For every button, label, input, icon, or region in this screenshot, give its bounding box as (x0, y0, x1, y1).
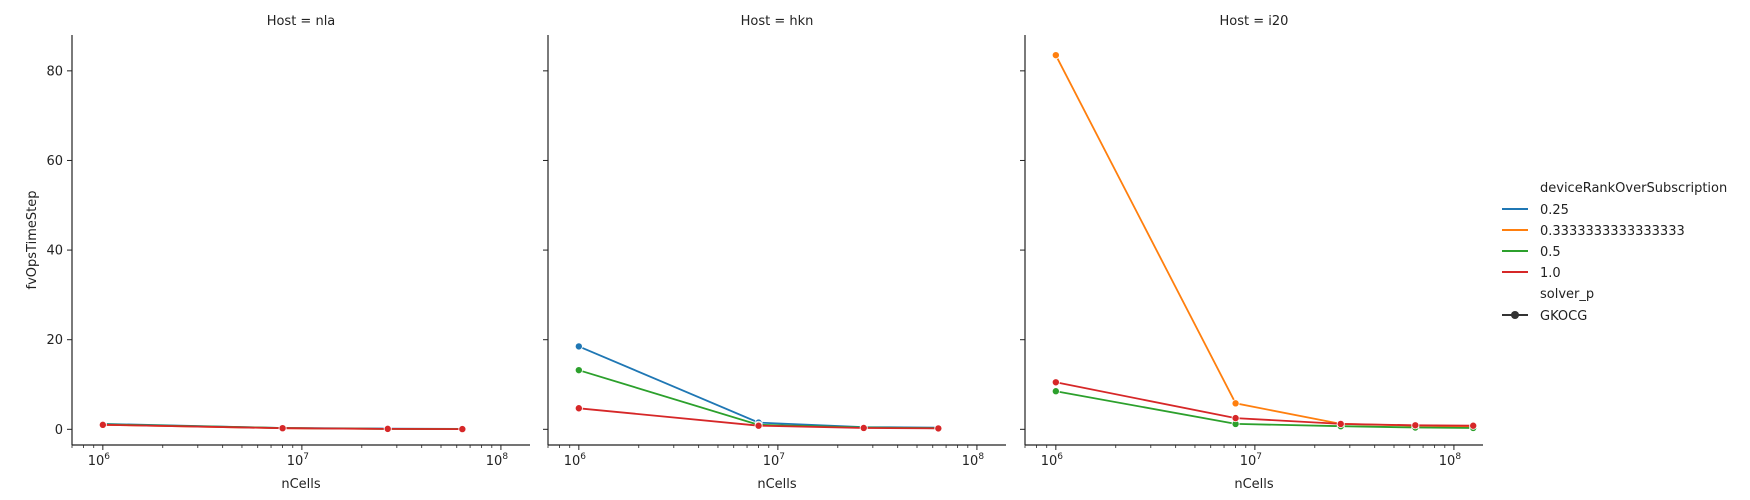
legend-title: solver_p (1540, 287, 1594, 302)
data-point (383, 424, 392, 433)
series-line (1055, 54, 1474, 428)
data-point (1051, 378, 1060, 387)
panel-1: Host = nla 0 20 40 60 80 106 107 108 nCells (46, 14, 530, 492)
x-tick-label: 108 (962, 452, 985, 469)
data-point (1336, 419, 1345, 428)
legend-title: deviceRankOverSubscription (1540, 181, 1727, 196)
data-point (574, 366, 583, 375)
y-tick-label: 60 (46, 154, 63, 169)
x-tick-label: 106 (564, 452, 587, 469)
x-axis-label: nCells (1234, 477, 1274, 492)
panel-3: Host = i20 106 107 108 nCells (1020, 14, 1483, 492)
data-point (574, 342, 583, 351)
data-point (574, 404, 583, 413)
legend-label: GKOCG (1540, 309, 1587, 324)
y-tick-label: 80 (46, 64, 63, 79)
data-point (458, 425, 467, 434)
data-point (98, 420, 107, 429)
data-point (1051, 51, 1060, 60)
legend-label: 1.0 (1540, 266, 1561, 281)
y-tick-label: 0 (55, 423, 63, 438)
data-point (754, 421, 763, 430)
series-line (102, 423, 463, 431)
data-point (859, 423, 868, 432)
x-tick-label: 108 (1439, 452, 1462, 469)
y-axis-label: fvOpsTimeStep (25, 191, 40, 290)
legend: deviceRankOverSubscription 0.25 0.33333333… (1502, 181, 1727, 324)
x-tick-label: 106 (88, 452, 111, 469)
legend-marker (1511, 311, 1519, 319)
panel-title: Host = hkn (741, 14, 814, 29)
x-tick-label: 107 (763, 452, 785, 469)
data-point (1231, 414, 1240, 423)
panel-title: Host = i20 (1220, 14, 1289, 29)
x-axis-label: nCells (757, 477, 797, 492)
x-tick-label: 106 (1041, 452, 1064, 469)
legend-label: 0.3333333333333333 (1540, 224, 1685, 239)
data-point (1051, 387, 1060, 396)
data-point (1411, 421, 1420, 430)
x-tick-label: 108 (486, 452, 509, 469)
panel-title: Host = nla (267, 14, 336, 29)
data-point (1231, 399, 1240, 408)
legend-label: 0.25 (1540, 203, 1569, 218)
legend-label: 0.5 (1540, 245, 1561, 260)
y-tick-label: 20 (46, 333, 63, 348)
data-point (278, 424, 287, 433)
x-tick-label: 107 (287, 452, 309, 469)
x-tick-label: 107 (1240, 452, 1262, 469)
panel-2: Host = hkn 106 107 108 nCells (543, 14, 1006, 492)
x-axis-label: nCells (281, 477, 321, 492)
series-line (1055, 381, 1474, 427)
y-tick-label: 40 (46, 244, 63, 259)
series-line (578, 407, 939, 430)
data-point (1469, 421, 1478, 430)
data-point (934, 424, 943, 433)
